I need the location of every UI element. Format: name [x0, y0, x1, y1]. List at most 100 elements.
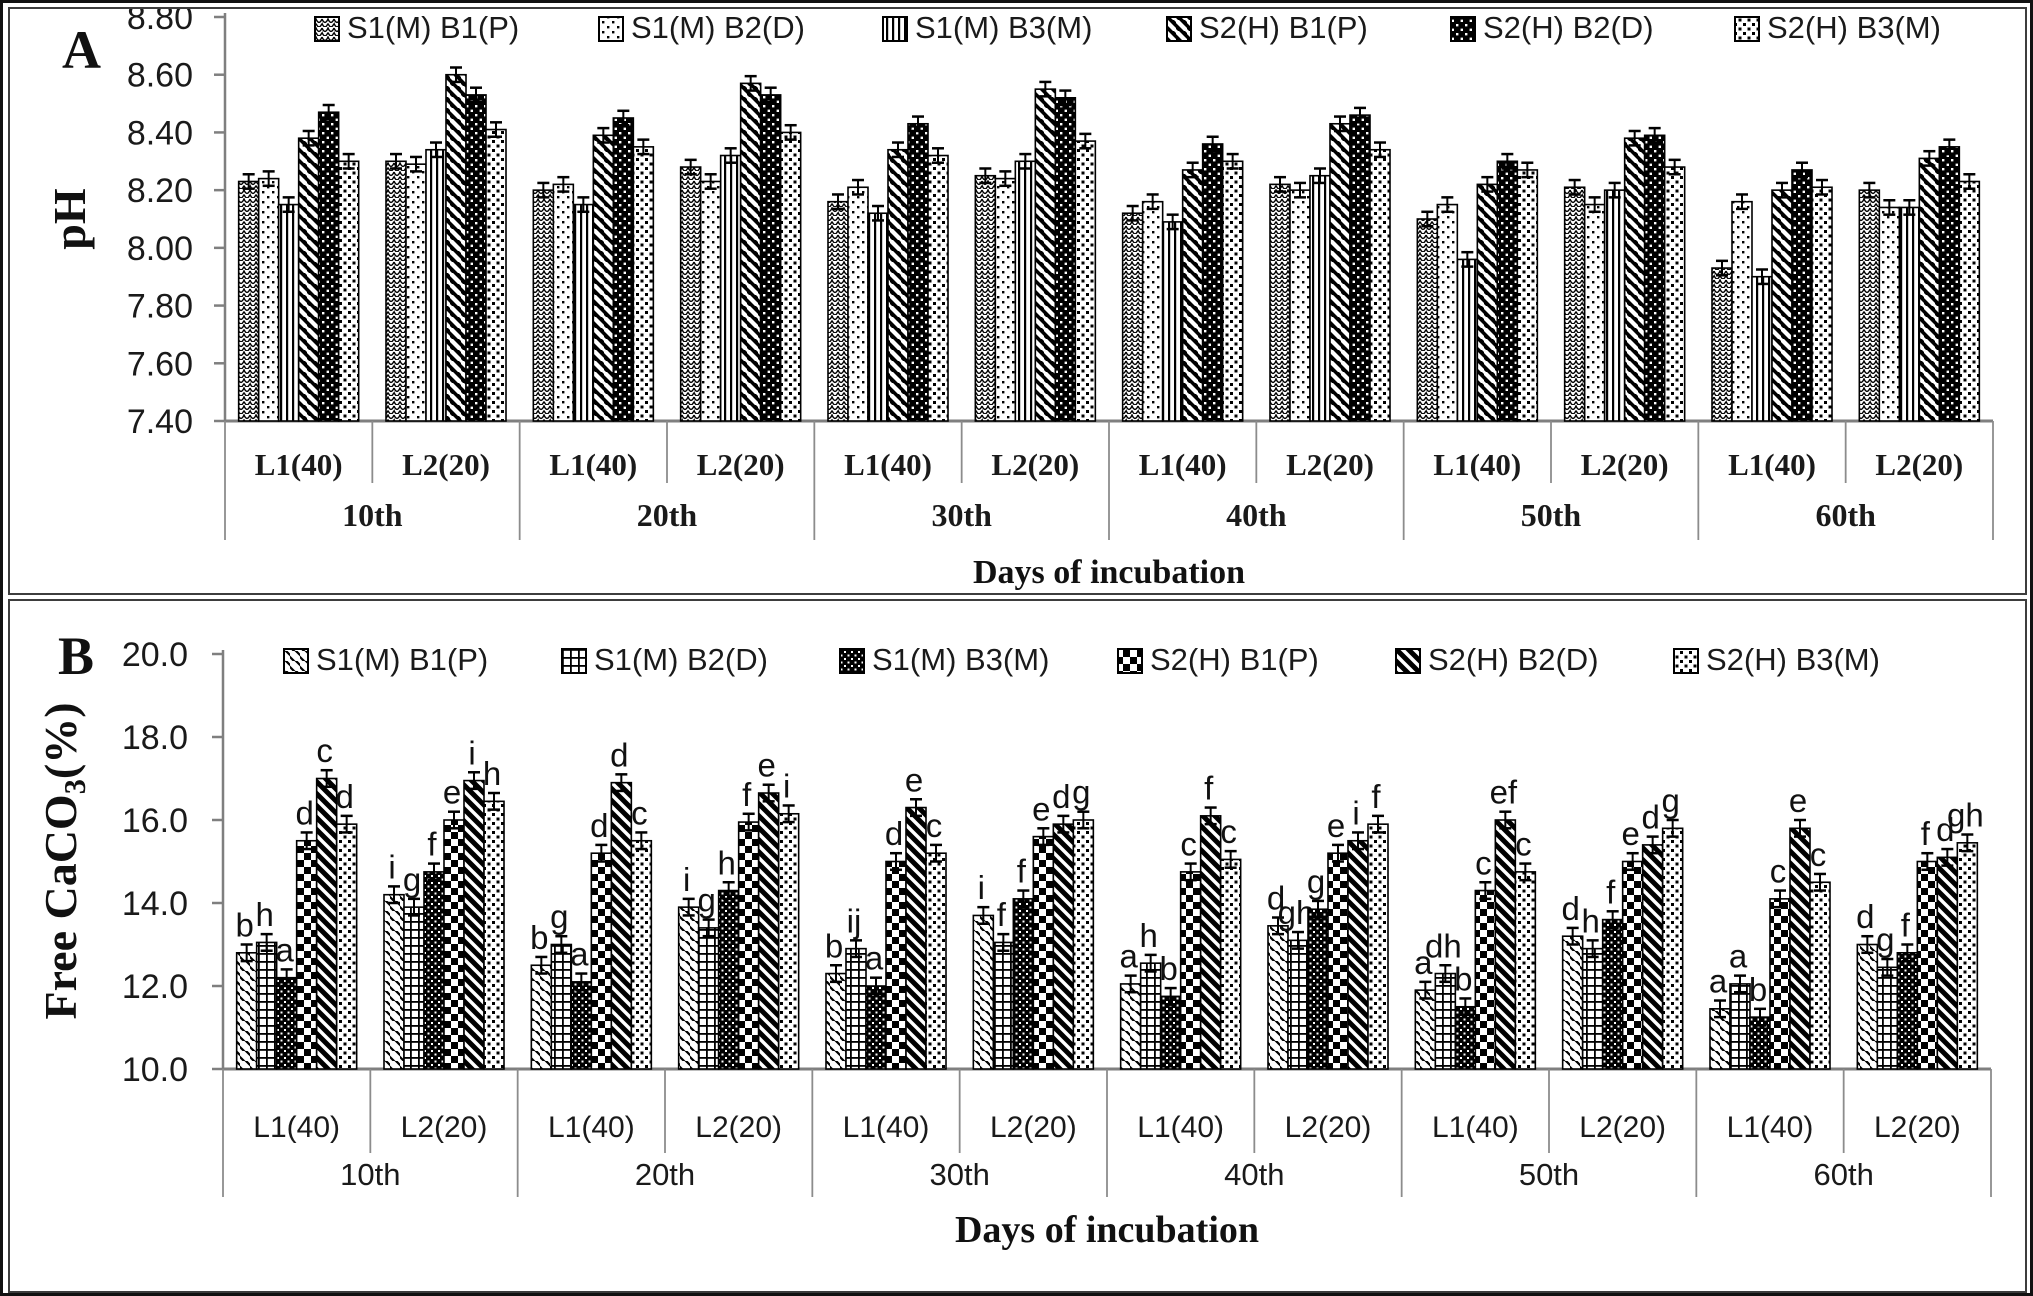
level-label: L1(40)	[1432, 1111, 1519, 1144]
bar	[1878, 206, 1901, 422]
bar	[717, 889, 740, 1070]
bar	[1269, 183, 1291, 422]
significance-letter: b	[1159, 950, 1177, 987]
bar	[925, 852, 947, 1070]
bar	[612, 117, 635, 422]
level-label: L1(40)	[1137, 1111, 1224, 1144]
bar	[1014, 160, 1037, 422]
significance-letter: i	[388, 848, 395, 885]
significance-letter: a	[570, 936, 589, 973]
significance-letter: c	[1220, 813, 1237, 850]
level-label: L1(40)	[549, 447, 637, 482]
legend-key-5	[1450, 16, 1476, 42]
bar	[335, 823, 358, 1070]
day-label: 50th	[1519, 1157, 1579, 1192]
significance-letter: a	[1709, 963, 1728, 1000]
significance-letter: e	[905, 761, 923, 798]
bar	[1663, 166, 1686, 422]
level-label: L1(40)	[255, 447, 343, 482]
panel-a-label: A	[62, 20, 101, 80]
bar	[1769, 898, 1791, 1070]
bar	[425, 148, 447, 422]
significance-letter: e	[1621, 815, 1639, 852]
bar	[550, 943, 573, 1070]
bar	[295, 839, 318, 1070]
bar	[847, 186, 869, 422]
bar	[1601, 918, 1624, 1070]
significance-letter: e	[1327, 807, 1345, 844]
bar	[383, 893, 405, 1070]
significance-letter: e	[1789, 782, 1807, 819]
legend-label: S1(M) B3(M)	[915, 10, 1092, 45]
bar	[1121, 212, 1144, 422]
significance-letter: a	[1729, 938, 1748, 975]
significance-letter: i	[783, 767, 790, 804]
bar	[1876, 966, 1899, 1070]
day-label: 60th	[1815, 497, 1876, 533]
y-tick-label: 14.0	[122, 885, 188, 923]
bar	[423, 871, 445, 1070]
significance-letter: f	[1606, 873, 1616, 910]
bar	[887, 148, 909, 422]
bar	[403, 906, 425, 1070]
bar	[1661, 827, 1684, 1070]
significance-letter: f	[427, 826, 437, 863]
legend-key-6	[1734, 16, 1760, 42]
bar	[1456, 258, 1479, 422]
significance-letter: b	[1749, 971, 1767, 1008]
day-label: 30th	[931, 497, 992, 533]
y-tick-label: 8.80	[127, 9, 193, 37]
bar	[779, 131, 802, 422]
level-label: L1(40)	[1139, 447, 1227, 482]
bar	[592, 134, 615, 422]
bar	[1516, 169, 1539, 422]
bar	[1603, 189, 1626, 422]
bar	[1032, 835, 1055, 1070]
bar	[845, 947, 867, 1070]
significance-letter: f	[1921, 815, 1931, 852]
day-label: 10th	[342, 497, 403, 533]
significance-letter: i	[1352, 794, 1359, 831]
level-label: L2(20)	[1286, 447, 1374, 482]
bar	[1054, 97, 1077, 422]
legend-key-1	[314, 16, 340, 42]
bar	[1514, 871, 1537, 1070]
bar	[1583, 203, 1606, 422]
y-tick-label: 7.80	[127, 288, 193, 326]
legend-label: S1(M) B1(P)	[316, 642, 488, 677]
legend-key-2	[598, 16, 624, 42]
day-label: 20th	[637, 497, 698, 533]
x-axis-title: Days of incubation	[955, 1209, 1259, 1251]
level-label: L2(20)	[695, 1111, 782, 1144]
significance-letter: b	[1454, 960, 1472, 997]
legend-label: S1(M) B2(D)	[631, 10, 805, 45]
bar	[317, 111, 340, 422]
significance-letter: g	[403, 861, 421, 898]
bar	[235, 951, 258, 1070]
ph-bar-chart: 8.80 8.60 8.40 8.20 8.00 7.80 7.60 7.40 L1(40) L2…	[44, 9, 1994, 591]
bar	[1936, 856, 1959, 1070]
significance-letter: b	[825, 927, 843, 964]
bar	[1012, 898, 1035, 1070]
level-label: L1(40)	[1728, 447, 1816, 482]
bar	[1219, 858, 1242, 1070]
y-tick-label: 8.20	[127, 172, 193, 210]
significance-letter: c	[316, 732, 333, 769]
bar	[610, 781, 633, 1070]
panel-b-label: B	[58, 626, 95, 686]
legend-label: S2(H) B2(D)	[1428, 642, 1599, 677]
significance-letter: f	[1017, 853, 1027, 890]
bar	[632, 146, 655, 422]
significance-letter: d	[885, 815, 903, 852]
level-label: L2(20)	[1285, 1111, 1372, 1144]
level-label: L2(20)	[697, 447, 785, 482]
y-tick-label: 8.60	[127, 57, 193, 95]
bar	[1916, 860, 1939, 1070]
bar	[1623, 137, 1646, 422]
y-tick-label: 18.0	[122, 719, 188, 757]
legend-key-3	[882, 16, 908, 42]
x-axis-title: Days of incubation	[973, 554, 1245, 591]
bar	[1416, 218, 1439, 422]
significance-letter: i	[468, 734, 475, 771]
